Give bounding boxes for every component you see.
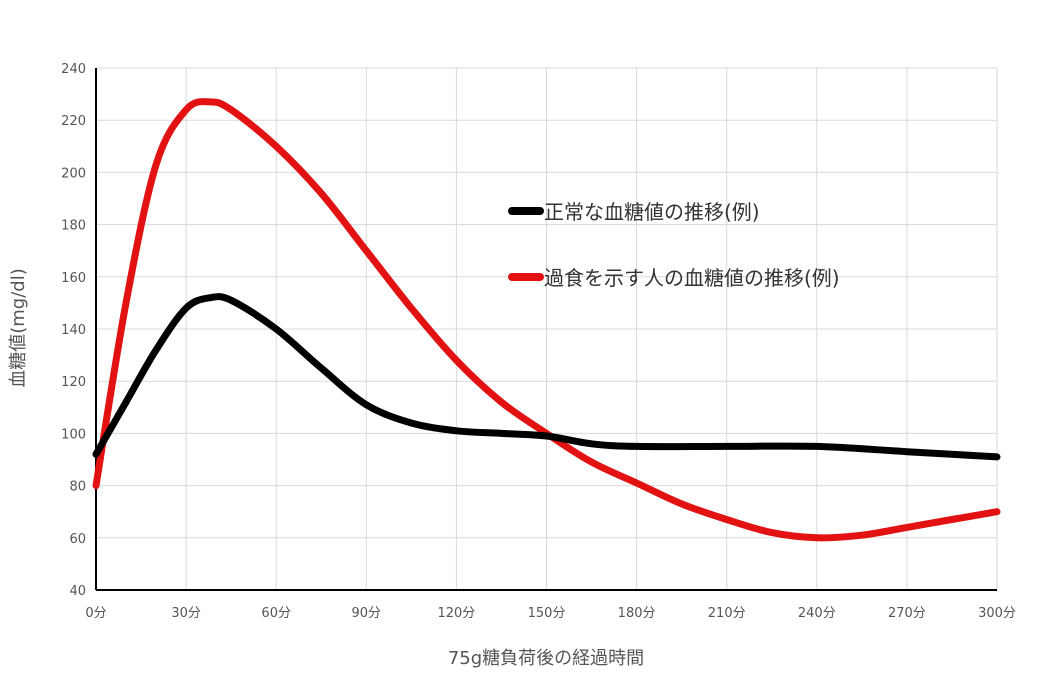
y-tick-label: 40 xyxy=(69,584,86,599)
x-tick-label: 210分 xyxy=(708,606,746,621)
series-line-overeating xyxy=(92,98,1001,542)
x-tick-labels: 0分 30分 60分 90分 120分 150分 180分 210分 240分 270分 300分 xyxy=(85,606,1016,621)
legend: 正常な血糖値の推移(例) 過食を示す人の血糖値の推移(例) xyxy=(508,200,840,290)
y-tick-label: 120 xyxy=(61,375,86,390)
x-tick-label: 60分 xyxy=(261,606,291,621)
y-tick-label: 220 xyxy=(61,114,86,129)
x-tick-label: 90分 xyxy=(352,606,382,621)
x-tick-label: 180分 xyxy=(618,606,656,621)
series-lines xyxy=(92,98,1001,542)
x-axis-title: 75g糖負荷後の経過時間 xyxy=(448,648,644,669)
x-tick-label: 270分 xyxy=(888,606,926,621)
legend-label-overeating: 過食を示す人の血糖値の推移(例) xyxy=(544,266,840,290)
legend-label-normal: 正常な血糖値の推移(例) xyxy=(544,200,760,224)
y-axis-title: 血糖値(mg/dl) xyxy=(8,268,29,388)
series-line-normal xyxy=(92,293,1001,461)
axes xyxy=(95,68,997,591)
y-tick-label: 180 xyxy=(61,219,86,234)
y-tick-label: 240 xyxy=(61,62,86,77)
y-tick-label: 100 xyxy=(61,427,86,442)
y-tick-label: 140 xyxy=(61,323,86,338)
y-tick-label: 80 xyxy=(69,480,86,495)
x-tick-label: 0分 xyxy=(85,606,106,621)
grid xyxy=(95,67,998,591)
x-tick-label: 30分 xyxy=(171,606,201,621)
y-tick-label: 60 xyxy=(69,532,86,547)
y-tick-label: 200 xyxy=(61,166,86,181)
x-tick-label: 240分 xyxy=(798,606,836,621)
x-tick-label: 150分 xyxy=(528,606,566,621)
x-tick-label: 120分 xyxy=(437,606,475,621)
x-tick-label: 300分 xyxy=(978,606,1016,621)
y-tick-labels: 40 60 80 100 120 140 160 180 200 220 240 xyxy=(61,62,86,599)
y-tick-label: 160 xyxy=(61,271,86,286)
